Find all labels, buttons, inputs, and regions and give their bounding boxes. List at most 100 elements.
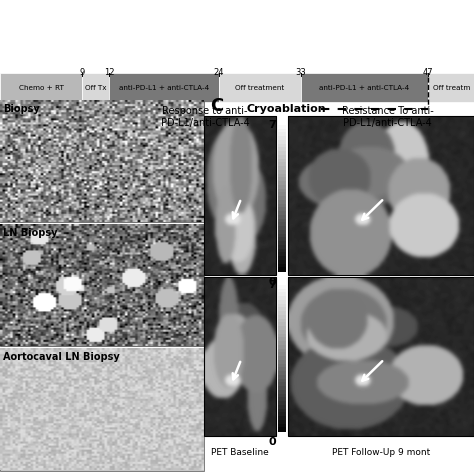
Bar: [278, 322, 286, 327]
Bar: [278, 393, 286, 398]
Bar: [278, 207, 286, 211]
Bar: [278, 147, 286, 152]
Bar: [278, 159, 286, 163]
Text: 12: 12: [104, 68, 115, 77]
Text: Cryoablation: Cryoablation: [246, 104, 326, 114]
Bar: [278, 424, 286, 428]
Text: 33: 33: [295, 68, 306, 77]
Bar: [278, 181, 286, 185]
Bar: [278, 121, 286, 126]
Bar: [278, 264, 286, 268]
Bar: [204, 277, 276, 436]
Bar: [278, 289, 286, 293]
Bar: [278, 177, 286, 182]
Bar: [278, 401, 286, 405]
Bar: [278, 412, 286, 417]
Bar: [278, 296, 286, 301]
Bar: [278, 170, 286, 174]
Bar: [278, 379, 286, 383]
Bar: [278, 237, 286, 242]
Bar: [278, 211, 286, 215]
Bar: [0, 225, 204, 346]
Bar: [278, 330, 286, 334]
Bar: [278, 352, 286, 356]
Bar: [278, 234, 286, 238]
Bar: [278, 245, 286, 249]
Bar: [278, 267, 286, 272]
Text: anti-PD-L1 + anti-CTLA-4: anti-PD-L1 + anti-CTLA-4: [319, 85, 410, 91]
Bar: [278, 371, 286, 375]
Bar: [278, 360, 286, 364]
Bar: [278, 428, 286, 432]
Text: Biopsy: Biopsy: [3, 104, 40, 114]
Bar: [428, 73, 474, 102]
Bar: [288, 277, 474, 436]
Bar: [278, 337, 286, 342]
Bar: [278, 326, 286, 330]
Bar: [278, 386, 286, 390]
Bar: [82, 73, 109, 102]
Text: anti-PD-L1 + anti-CTLA-4: anti-PD-L1 + anti-CTLA-4: [119, 85, 209, 91]
Bar: [278, 173, 286, 178]
Bar: [278, 226, 286, 230]
Bar: [278, 304, 286, 308]
Bar: [278, 367, 286, 372]
Bar: [278, 140, 286, 144]
Bar: [278, 356, 286, 360]
Bar: [278, 128, 286, 133]
Bar: [204, 116, 276, 275]
Bar: [278, 136, 286, 140]
Text: Chemo + RT: Chemo + RT: [18, 85, 64, 91]
Bar: [278, 311, 286, 315]
Bar: [278, 256, 286, 260]
Bar: [278, 166, 286, 170]
Bar: [278, 315, 286, 319]
Text: LN Biopsy: LN Biopsy: [3, 228, 57, 238]
Text: 47: 47: [423, 68, 434, 77]
Text: PET Follow-Up 9 mont: PET Follow-Up 9 mont: [332, 448, 430, 457]
Bar: [278, 163, 286, 167]
Bar: [278, 375, 286, 379]
Bar: [278, 196, 286, 201]
Bar: [278, 390, 286, 394]
Bar: [278, 219, 286, 223]
Bar: [278, 281, 286, 285]
Bar: [278, 215, 286, 219]
Text: 24: 24: [213, 68, 224, 77]
Bar: [278, 416, 286, 420]
Bar: [278, 189, 286, 193]
Bar: [0, 349, 204, 471]
Bar: [278, 348, 286, 353]
Bar: [278, 307, 286, 311]
Bar: [288, 116, 474, 275]
Bar: [301, 73, 428, 102]
Bar: [278, 319, 286, 323]
Bar: [278, 285, 286, 289]
Bar: [278, 248, 286, 253]
Bar: [278, 260, 286, 264]
Bar: [278, 345, 286, 349]
Bar: [278, 144, 286, 148]
Bar: [278, 200, 286, 204]
Bar: [278, 383, 286, 387]
Bar: [278, 230, 286, 234]
Bar: [278, 192, 286, 197]
Text: C: C: [210, 97, 224, 115]
Text: 0: 0: [268, 277, 276, 287]
Text: Aortocaval LN Biopsy: Aortocaval LN Biopsy: [3, 352, 120, 362]
Bar: [278, 222, 286, 227]
Bar: [278, 364, 286, 368]
Text: Off treatm: Off treatm: [432, 85, 470, 91]
Bar: [0, 101, 204, 222]
Bar: [278, 405, 286, 409]
Bar: [278, 132, 286, 137]
Bar: [278, 420, 286, 424]
Bar: [278, 334, 286, 338]
Text: 9: 9: [80, 68, 85, 77]
Text: Off treatment: Off treatment: [235, 85, 284, 91]
Bar: [278, 252, 286, 256]
Bar: [278, 155, 286, 159]
Text: Response to anti-
PD-L1/anti-CTLA-4: Response to anti- PD-L1/anti-CTLA-4: [161, 106, 249, 128]
Bar: [278, 151, 286, 155]
Text: 7: 7: [268, 120, 276, 130]
